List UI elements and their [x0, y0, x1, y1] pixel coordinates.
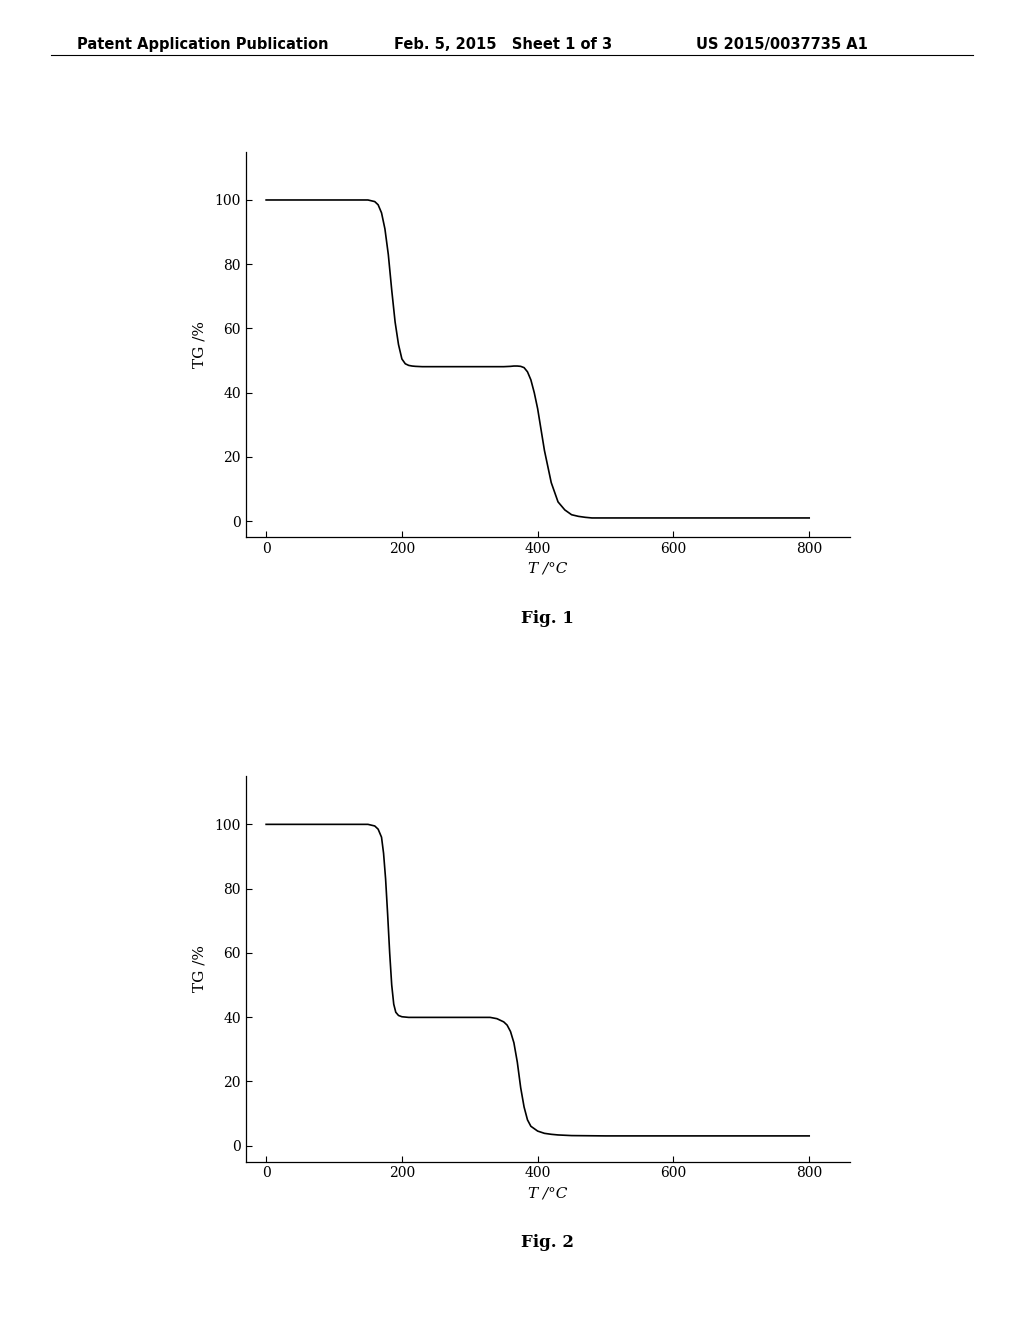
X-axis label: T /°C: T /°C	[528, 561, 567, 576]
Text: Feb. 5, 2015   Sheet 1 of 3: Feb. 5, 2015 Sheet 1 of 3	[394, 37, 612, 51]
Text: Patent Application Publication: Patent Application Publication	[77, 37, 329, 51]
Text: Fig. 1: Fig. 1	[521, 610, 574, 627]
Text: Fig. 2: Fig. 2	[521, 1234, 574, 1251]
X-axis label: T /°C: T /°C	[528, 1185, 567, 1200]
Text: US 2015/0037735 A1: US 2015/0037735 A1	[696, 37, 868, 51]
Y-axis label: TG /%: TG /%	[193, 321, 206, 368]
Y-axis label: TG /%: TG /%	[193, 945, 206, 993]
